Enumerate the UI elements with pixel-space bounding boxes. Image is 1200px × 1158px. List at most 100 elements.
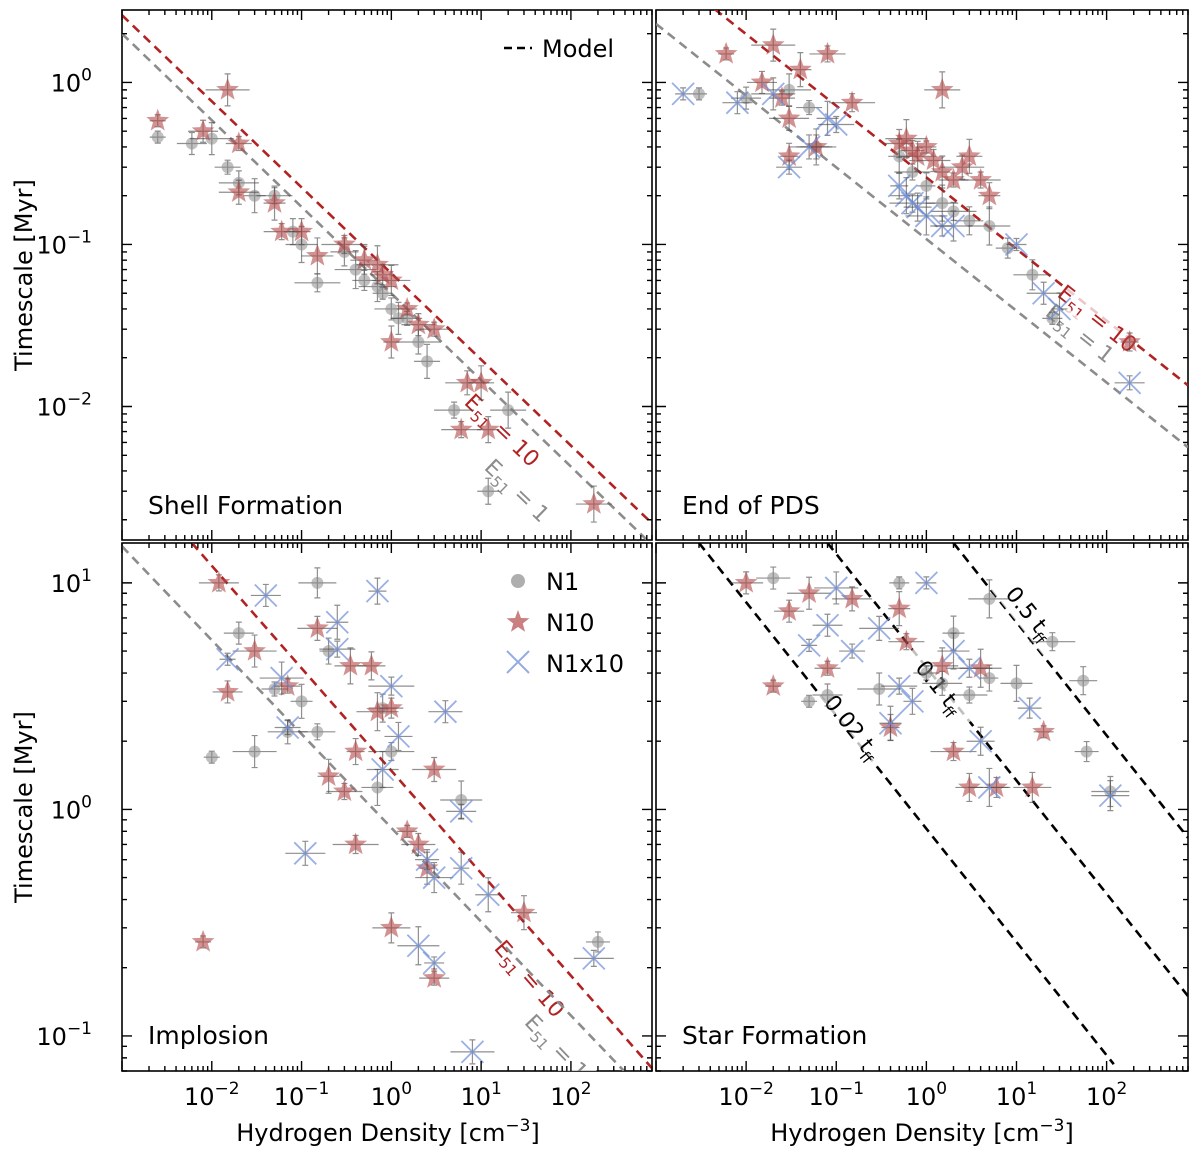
- marker-n1: [920, 180, 932, 192]
- star-formation-x-tick-label-0: 10−2: [718, 1079, 774, 1111]
- tick-base: 10: [460, 1083, 491, 1111]
- tick-exp: −1: [67, 227, 92, 247]
- x-axis-title-right-end: ]: [1064, 1119, 1073, 1147]
- tick-base: 10: [906, 1083, 937, 1111]
- star-formation-x-tick-label-1: 10−1: [808, 1079, 864, 1111]
- shell-formation-y-tick-label-1: 10−1: [36, 227, 92, 259]
- marker-n1: [592, 936, 604, 948]
- implosion-point-n1x10-12: [415, 849, 439, 871]
- tick-exp: −2: [215, 1079, 240, 1099]
- star-formation-point-n1x10-10: [967, 727, 995, 755]
- star-formation-point-n1x10-12: [1018, 697, 1042, 719]
- implosion-x-tick-label-1: 10−1: [274, 1079, 330, 1111]
- implosion-y-tick-label-2: 101: [51, 566, 92, 598]
- marker-n1: [311, 277, 323, 289]
- marker-n1: [421, 355, 433, 367]
- tick-exp: −1: [67, 1019, 92, 1039]
- legend-label-n10: N10: [546, 609, 595, 637]
- x-axis-title-right-exp: −3: [1039, 1116, 1064, 1136]
- tick-base: 10: [550, 1083, 581, 1111]
- tick-base: 10: [36, 1023, 67, 1051]
- marker-n1: [822, 689, 834, 701]
- legend-model-label: Model: [542, 35, 614, 63]
- tick-base: 10: [1086, 1083, 1117, 1111]
- tick-exp: 0: [401, 1079, 412, 1099]
- tick-base: 10: [808, 1083, 839, 1111]
- legend-label-n1: N1: [546, 568, 579, 596]
- marker-n1: [152, 131, 164, 143]
- legend-label-n1x10: N1x10: [546, 650, 624, 678]
- y-axis-title-bottom: Timescale [Myr]: [10, 711, 38, 904]
- tick-base: 10: [51, 69, 82, 97]
- x-axis-title-left-main: Hydrogen Density [cm: [236, 1119, 505, 1147]
- legend-marker-n1: [511, 574, 525, 588]
- marker-n1: [1026, 269, 1038, 281]
- marker-n1: [233, 627, 245, 639]
- implosion-y-tick-label-0: 10−1: [36, 1019, 92, 1051]
- tick-exp: −2: [67, 390, 92, 410]
- marker-n1: [206, 751, 218, 763]
- tick-base: 10: [51, 570, 82, 598]
- marker-n1: [1077, 675, 1089, 687]
- shell-formation-y-tick-label-0: 10−2: [36, 390, 92, 422]
- tick-exp: 1: [81, 566, 92, 586]
- star-formation-x-tick-label-2: 100: [906, 1079, 947, 1111]
- marker-n1: [1046, 312, 1058, 324]
- marker-n1: [893, 577, 905, 589]
- marker-n1: [920, 667, 932, 679]
- tick-base: 10: [718, 1083, 749, 1111]
- star-formation-x-tick-label-4: 102: [1086, 1079, 1127, 1111]
- panel-title-star-formation: Star Formation: [682, 1021, 867, 1050]
- tick-base: 10: [996, 1083, 1027, 1111]
- marker-n1: [482, 485, 494, 497]
- marker-n1: [296, 695, 308, 707]
- tick-base: 10: [51, 796, 82, 824]
- marker-n1: [502, 404, 514, 416]
- marker-n1: [693, 88, 705, 100]
- implosion-x-tick-label-3: 101: [460, 1079, 501, 1111]
- panel-end-of-pds: E51 = 10E51 = 1 End of PDS: [656, 0, 1188, 540]
- star-formation-x-tick-label-3: 101: [996, 1079, 1037, 1111]
- tick-base: 10: [184, 1083, 215, 1111]
- implosion-y-tick-label-1: 100: [51, 792, 92, 824]
- tick-exp: 2: [1116, 1079, 1127, 1099]
- x-axis-title-left-exp: −3: [505, 1116, 530, 1136]
- marker-n1: [249, 746, 261, 758]
- tick-base: 10: [371, 1083, 402, 1111]
- tick-exp: −1: [304, 1079, 329, 1099]
- marker-n1: [448, 404, 460, 416]
- panel-title-end-of-pds: End of PDS: [682, 491, 820, 520]
- marker-n1: [983, 220, 995, 232]
- marker-n1: [311, 577, 323, 589]
- tick-base: 10: [36, 394, 67, 422]
- implosion-x-tick-label-4: 102: [550, 1079, 591, 1111]
- marker-n1: [936, 197, 948, 209]
- marker-n1: [311, 726, 323, 738]
- marker-n1: [377, 287, 389, 299]
- tick-exp: 0: [81, 65, 92, 85]
- x-axis-title-left: Hydrogen Density [cm−3]: [236, 1116, 540, 1147]
- marker-n1: [358, 274, 370, 286]
- marker-n1: [963, 215, 975, 227]
- marker-n1: [1081, 746, 1093, 758]
- panel-title-shell-formation: Shell Formation: [148, 491, 343, 520]
- tick-base: 10: [36, 231, 67, 259]
- marker-n1: [385, 746, 397, 758]
- marker-n1: [803, 102, 815, 114]
- marker-n1: [803, 695, 815, 707]
- marker-n1: [412, 336, 424, 348]
- y-axis-title-top: Timescale [Myr]: [10, 179, 38, 372]
- tick-exp: −1: [839, 1079, 864, 1099]
- tick-exp: −2: [749, 1079, 774, 1099]
- marker-n1: [1046, 636, 1058, 648]
- tick-exp: 1: [491, 1079, 502, 1099]
- tick-exp: 0: [81, 792, 92, 812]
- marker-n1: [323, 645, 335, 657]
- shell-formation-y-tick-label-2: 100: [51, 65, 92, 97]
- x-axis-title-right: Hydrogen Density [cm−3]: [770, 1116, 1074, 1147]
- marker-n1: [873, 683, 885, 695]
- panel-shell-formation: E51 = 10E51 = 1 10−210−1100 Shell Format…: [36, 10, 652, 545]
- tick-exp: 1: [1026, 1079, 1037, 1099]
- implosion-x-tick-label-2: 100: [371, 1079, 412, 1111]
